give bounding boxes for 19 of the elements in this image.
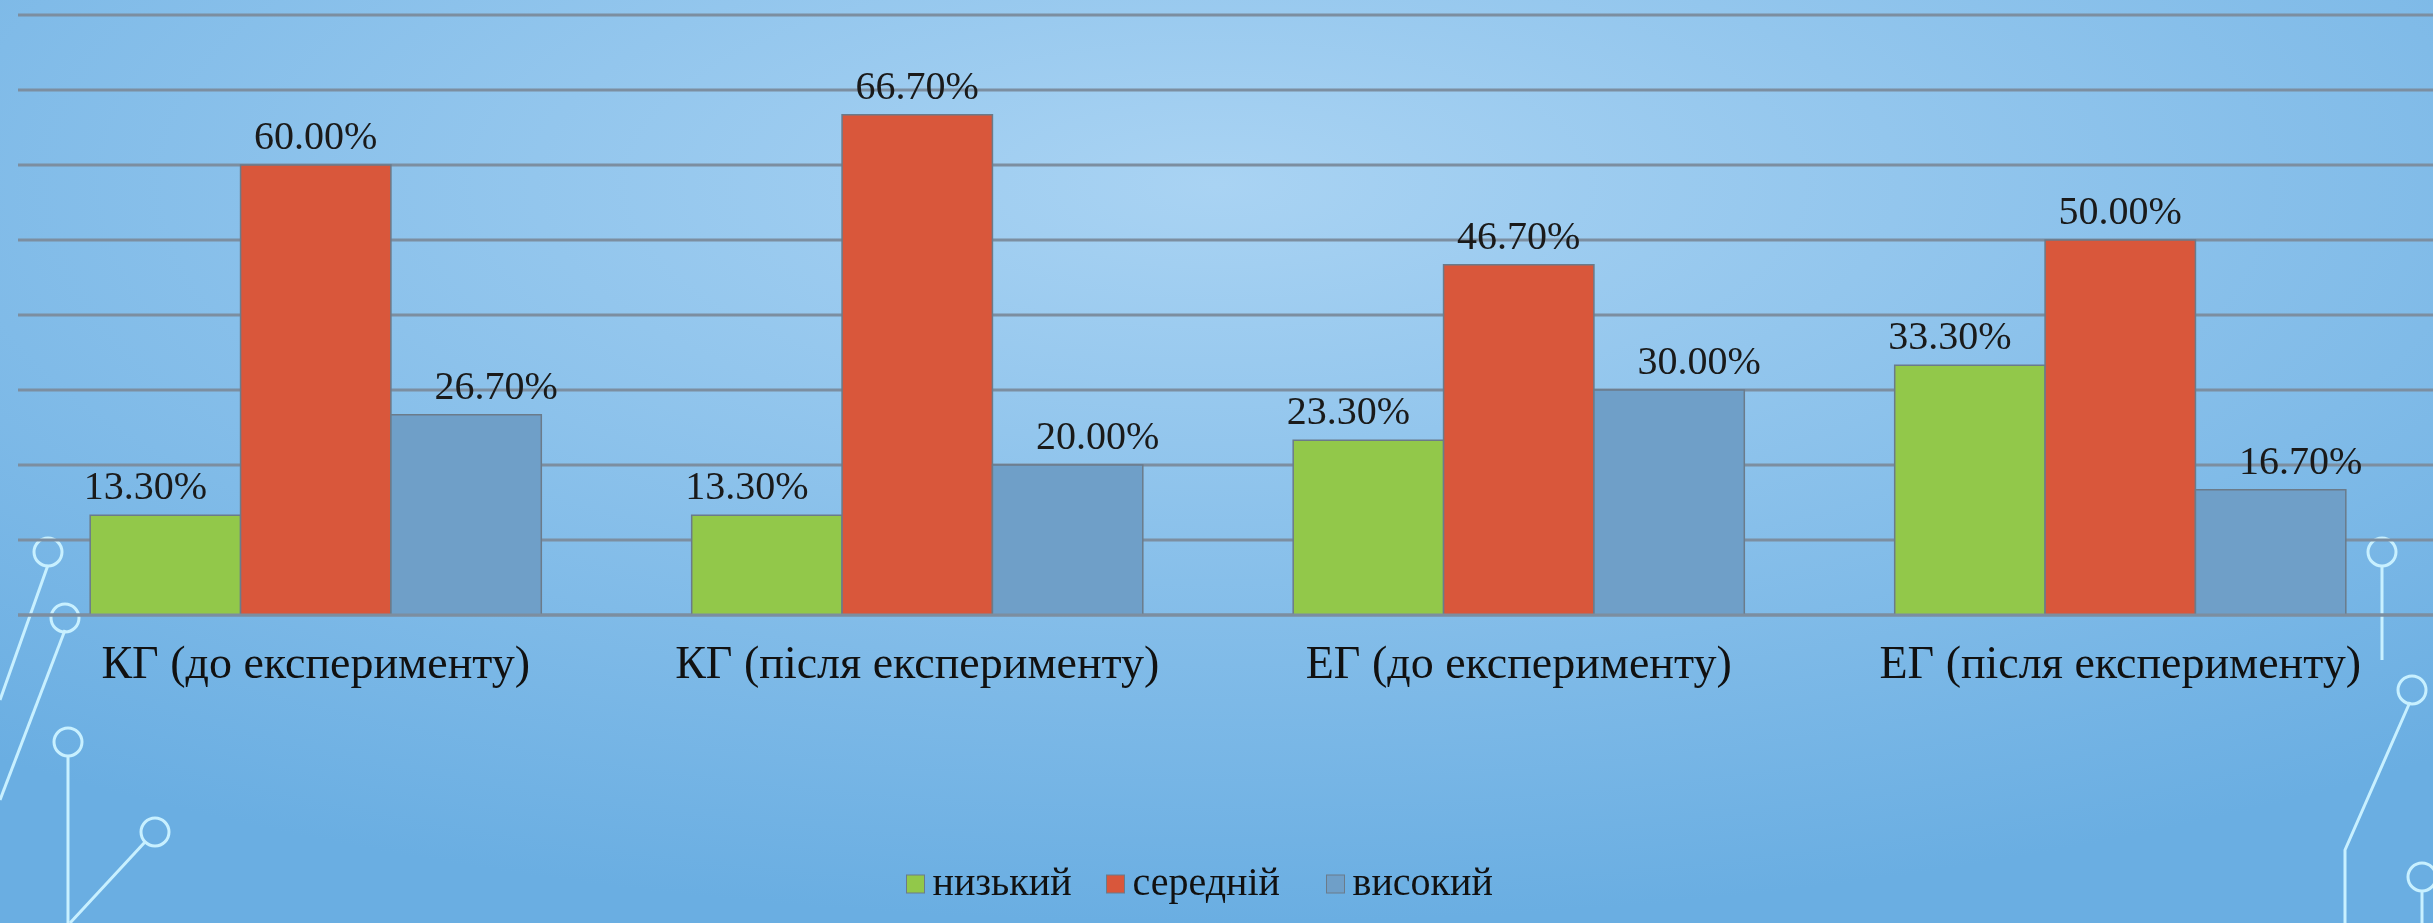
data-label: 20.00% bbox=[1035, 413, 1160, 458]
legend-label: низький bbox=[932, 859, 1072, 904]
x-tick-label: ЕГ (після експерименту) bbox=[1879, 636, 2362, 688]
data-label: 46.70% bbox=[1457, 212, 1581, 258]
data-label: 60.00% bbox=[254, 113, 378, 158]
data-label: 16.70% bbox=[2238, 437, 2363, 483]
data-label: 30.00% bbox=[1637, 338, 1761, 383]
data-label: 23.30% bbox=[1286, 388, 1411, 434]
data-label: 33.30% bbox=[1888, 313, 2012, 359]
data-label: 13.30% bbox=[685, 463, 809, 509]
data-label: 50.00% bbox=[2058, 188, 2182, 233]
data-label: 26.70% bbox=[434, 362, 558, 408]
x-tick-label: КГ (після експерименту) bbox=[675, 636, 1160, 688]
legend-label: середній bbox=[1132, 859, 1280, 904]
data-label: 13.30% bbox=[83, 463, 208, 509]
data-label: 66.70% bbox=[855, 62, 979, 108]
x-tick-label: ЕГ (до експерименту) bbox=[1305, 636, 1732, 688]
x-tick-label: КГ (до експерименту) bbox=[101, 636, 531, 688]
legend-label: високий bbox=[1352, 859, 1493, 904]
